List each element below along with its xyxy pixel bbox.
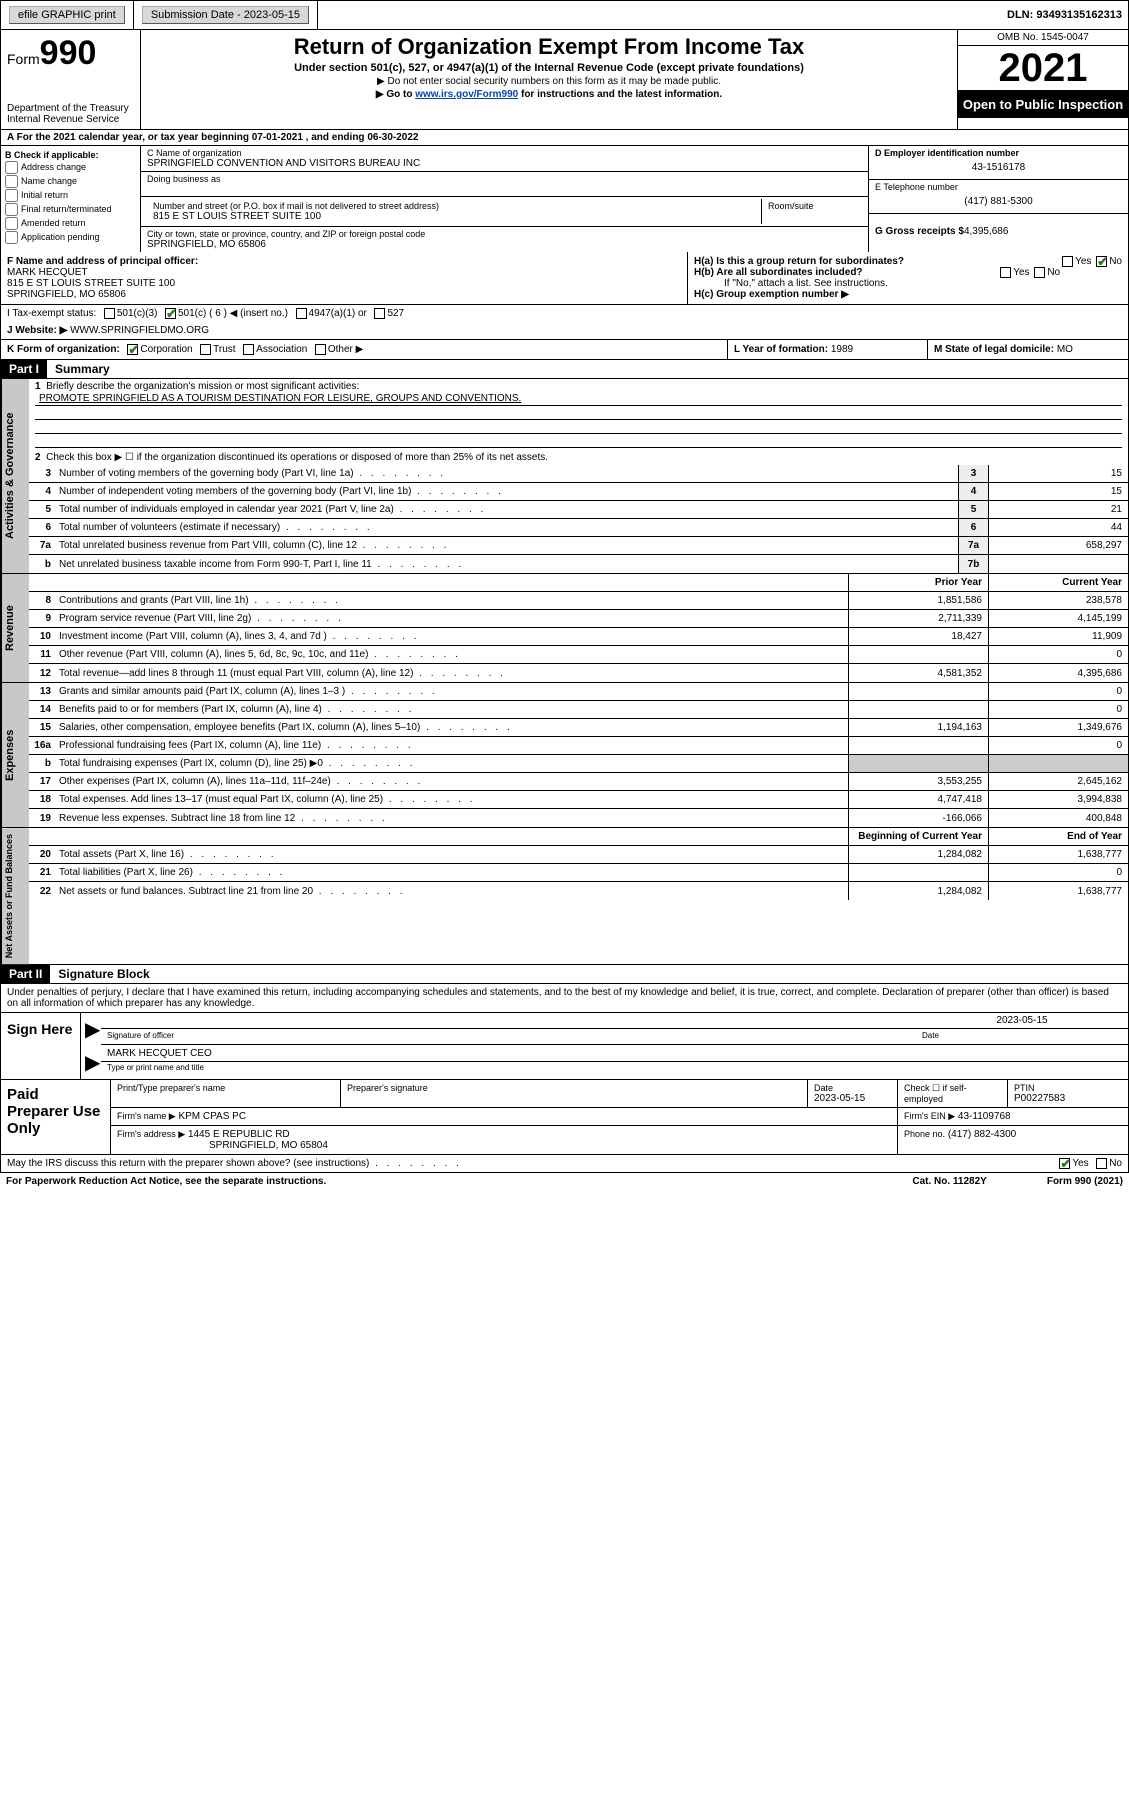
gov-line-4: 4 Number of independent voting members o… (29, 483, 1128, 501)
col-d: D Employer identification number43-15161… (868, 146, 1128, 252)
discuss-row: May the IRS discuss this return with the… (0, 1155, 1129, 1173)
prep-date: 2023-05-15 (814, 1093, 865, 1104)
col-c-org: C Name of organizationSPRINGFIELD CONVEN… (141, 146, 868, 252)
gov-line-5: 5 Total number of individuals employed i… (29, 501, 1128, 519)
cb-app-pending[interactable]: Application pending (5, 231, 136, 244)
gov-line-3: 3 Number of voting members of the govern… (29, 465, 1128, 483)
ein: 43-1516178 (875, 158, 1122, 177)
website: WWW.SPRINGFIELDMO.ORG (70, 325, 209, 336)
cb-name-change[interactable]: Name change (5, 175, 136, 188)
dln: DLN: 93493135162313 (1001, 6, 1128, 24)
line-17: 17 Other expenses (Part IX, column (A), … (29, 773, 1128, 791)
col-b-checkboxes: B Check if applicable: Address change Na… (1, 146, 141, 252)
org-name: SPRINGFIELD CONVENTION AND VISITORS BURE… (147, 158, 862, 169)
501c6-checked[interactable] (165, 308, 176, 319)
row-fh: F Name and address of principal officer:… (0, 252, 1129, 305)
row-j: J Website: ▶ WWW.SPRINGFIELDMO.ORG (0, 322, 1129, 340)
line-19: 19 Revenue less expenses. Subtract line … (29, 809, 1128, 827)
line-16a: 16a Professional fundraising fees (Part … (29, 737, 1128, 755)
org-address: 815 E ST LOUIS STREET SUITE 100 (153, 211, 755, 222)
section-bcd: B Check if applicable: Address change Na… (0, 146, 1129, 252)
line-14: 14 Benefits paid to or for members (Part… (29, 701, 1128, 719)
section-net-assets: Net Assets or Fund Balances Beginning of… (0, 828, 1129, 965)
org-city: SPRINGFIELD, MO 65806 (147, 239, 862, 250)
line-11: 11 Other revenue (Part VIII, column (A),… (29, 646, 1128, 664)
line-20: 20 Total assets (Part X, line 16) 1,284,… (29, 846, 1128, 864)
cb-address-change[interactable]: Address change (5, 161, 136, 174)
firm-addr: 1445 E REPUBLIC RD (188, 1129, 290, 1140)
line-10: 10 Investment income (Part VIII, column … (29, 628, 1128, 646)
form-number: Form990 (7, 34, 134, 73)
sign-here: Sign Here ▶ 2023-05-15 Signature of offi… (0, 1013, 1129, 1080)
year-formation: 1989 (831, 344, 853, 355)
penalty-statement: Under penalties of perjury, I declare th… (0, 984, 1129, 1013)
telephone: (417) 881-5300 (875, 192, 1122, 211)
corp-checked[interactable] (127, 344, 138, 355)
gov-line-6: 6 Total number of volunteers (estimate i… (29, 519, 1128, 537)
officer-name: MARK HECQUET (7, 267, 88, 278)
line-8: 8 Contributions and grants (Part VIII, l… (29, 592, 1128, 610)
line-9: 9 Program service revenue (Part VIII, li… (29, 610, 1128, 628)
part1-header: Part ISummary (0, 360, 1129, 379)
form-title: Return of Organization Exempt From Incom… (151, 34, 947, 60)
note-goto: ▶ Go to www.irs.gov/Form990 for instruct… (151, 89, 947, 100)
officer-name-title: MARK HECQUET CEO (101, 1046, 1128, 1062)
line-b: b Total fundraising expenses (Part IX, c… (29, 755, 1128, 773)
section-expenses: Expenses 13 Grants and similar amounts p… (0, 683, 1129, 828)
paid-preparer: Paid Preparer Use Only Print/Type prepar… (0, 1080, 1129, 1155)
line-22: 22 Net assets or fund balances. Subtract… (29, 882, 1128, 900)
part2-header: Part IISignature Block (0, 965, 1129, 984)
irs: Internal Revenue Service (7, 114, 134, 125)
form-header: Form990 Department of the Treasury Inter… (0, 30, 1129, 130)
omb: OMB No. 1545-0047 (958, 30, 1128, 46)
vtab-expenses: Expenses (1, 683, 29, 827)
form-subtitle: Under section 501(c), 527, or 4947(a)(1)… (151, 62, 947, 74)
state-domicile: MO (1057, 344, 1073, 355)
gov-line-7a: 7a Total unrelated business revenue from… (29, 537, 1128, 555)
cb-initial-return[interactable]: Initial return (5, 189, 136, 202)
footer: For Paperwork Reduction Act Notice, see … (0, 1173, 1129, 1190)
cb-amended-return[interactable]: Amended return (5, 217, 136, 230)
firm-phone: (417) 882-4300 (948, 1129, 1016, 1140)
gov-line-b: b Net unrelated business taxable income … (29, 555, 1128, 573)
efile-button[interactable]: efile GRAPHIC print (9, 6, 125, 24)
vtab-net: Net Assets or Fund Balances (1, 828, 29, 964)
sign-date: 2023-05-15 (922, 1015, 1122, 1026)
line-15: 15 Salaries, other compensation, employe… (29, 719, 1128, 737)
row-i: I Tax-exempt status: 501(c)(3) 501(c) ( … (0, 305, 1129, 322)
row-klm: K Form of organization: Corporation Trus… (0, 340, 1129, 360)
mission: PROMOTE SPRINGFIELD AS A TOURISM DESTINA… (35, 392, 1122, 406)
gross-receipts: 4,395,686 (964, 226, 1009, 237)
firm-ein: 43-1109768 (958, 1111, 1011, 1122)
dept: Department of the Treasury (7, 103, 134, 114)
vtab-governance: Activities & Governance (1, 379, 29, 573)
row-a-tax-year: A For the 2021 calendar year, or tax yea… (0, 130, 1129, 146)
vtab-revenue: Revenue (1, 574, 29, 682)
ha-no-checked[interactable] (1096, 256, 1107, 267)
irs-link[interactable]: www.irs.gov/Form990 (415, 89, 518, 100)
note-ssn: ▶ Do not enter social security numbers o… (151, 76, 947, 87)
cb-final-return[interactable]: Final return/terminated (5, 203, 136, 216)
tax-year: 2021 (958, 46, 1128, 91)
line-21: 21 Total liabilities (Part X, line 26) 0 (29, 864, 1128, 882)
line-13: 13 Grants and similar amounts paid (Part… (29, 683, 1128, 701)
firm-name: KPM CPAS PC (178, 1111, 246, 1122)
topbar: efile GRAPHIC print Submission Date - 20… (0, 0, 1129, 30)
discuss-yes[interactable] (1059, 1158, 1070, 1169)
open-inspection: Open to Public Inspection (958, 91, 1128, 118)
submission-date[interactable]: Submission Date - 2023-05-15 (142, 6, 309, 24)
section-revenue: Revenue Prior YearCurrent Year 8 Contrib… (0, 574, 1129, 683)
section-governance: Activities & Governance 1 Briefly descri… (0, 379, 1129, 574)
line-12: 12 Total revenue—add lines 8 through 11 … (29, 664, 1128, 682)
line-18: 18 Total expenses. Add lines 13–17 (must… (29, 791, 1128, 809)
ptin: P00227583 (1014, 1093, 1065, 1104)
